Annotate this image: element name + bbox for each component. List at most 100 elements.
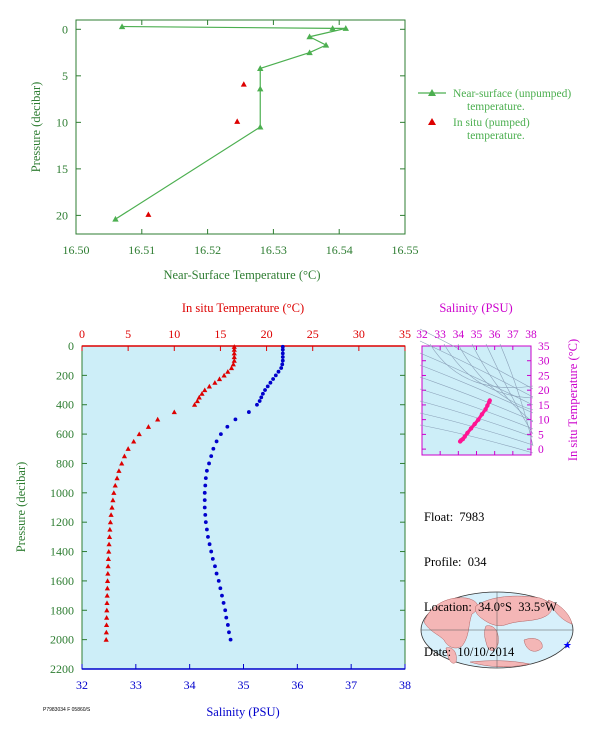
- temperature-point: [121, 453, 128, 459]
- profile-label: Profile:: [424, 555, 462, 569]
- temperature-point: [216, 376, 223, 382]
- temperature-point: [196, 394, 202, 400]
- salinity-point: [246, 410, 251, 414]
- salinity-point: [206, 534, 210, 539]
- near-surface-point: [257, 85, 264, 92]
- temperature-point: [145, 424, 152, 429]
- salinity-point: [280, 344, 285, 349]
- temperature-point: [104, 585, 110, 591]
- pressure-tick-label: 1600: [50, 574, 74, 588]
- ts-salinity-title: Salinity (PSU): [439, 301, 512, 315]
- profile-pressure-axis-label: Pressure (decibar): [14, 462, 28, 553]
- ts-temperature-axis-label: In situ Temperature (°C): [566, 339, 580, 461]
- in-situ-point: [145, 211, 152, 217]
- pressure-tick-label: 2200: [50, 662, 74, 676]
- salinity-point: [204, 468, 209, 473]
- ts-x-tick-label: 36: [489, 329, 501, 341]
- pressure-tick-label: 0: [68, 339, 74, 353]
- near-surface-point: [257, 65, 264, 71]
- salinity-tick-label: 38: [399, 678, 411, 692]
- density-contour: [419, 424, 534, 454]
- salinity-point: [280, 347, 285, 352]
- near-surface-legend: Near-surface (unpumped) temperature. In s…: [418, 88, 571, 142]
- salinity-point: [276, 369, 281, 374]
- pressure-tick-label: 1000: [50, 486, 74, 500]
- salinity-point: [203, 520, 208, 525]
- density-contour: [419, 364, 534, 414]
- salinity-point: [228, 637, 233, 642]
- y-tick-label: 15: [56, 162, 68, 176]
- salinity-point: [265, 384, 270, 389]
- temperature-point: [116, 468, 122, 473]
- salinity-point: [268, 380, 273, 385]
- salinity-point: [218, 586, 223, 591]
- salinity-point: [263, 388, 267, 392]
- salinity-point: [279, 366, 284, 370]
- temperature-point: [104, 592, 110, 598]
- temperature-point: [231, 350, 237, 356]
- temperature-point: [231, 354, 237, 360]
- ts-y-tick-label: 35: [538, 341, 550, 353]
- pressure-tick-label: 200: [56, 368, 74, 382]
- temperature-tick-label: 5: [125, 327, 131, 341]
- temperature-point: [206, 383, 212, 389]
- ts-x-tick-label: 34: [453, 329, 465, 341]
- temperature-point: [103, 637, 109, 642]
- near-surface-plot-frame: [75, 19, 406, 235]
- map-continents: [423, 595, 573, 667]
- location-label: Location:: [424, 600, 472, 614]
- temperature-tick-label: 0: [79, 327, 85, 341]
- legend-label-unpumped: Near-surface (unpumped) temperature.: [453, 88, 571, 113]
- temperature-point: [106, 534, 113, 539]
- salinity-point: [211, 446, 216, 451]
- temperature-point: [199, 391, 205, 396]
- temperature-point: [231, 358, 237, 363]
- salinity-point: [209, 549, 214, 554]
- near-surface-y-ticks: 0 5 10 15 20: [56, 22, 405, 222]
- temperature-tick-label: 15: [214, 327, 226, 341]
- salinity-point: [271, 377, 276, 381]
- temperature-point: [155, 416, 161, 422]
- profile-temperature-axis-label: In situ Temperature (°C): [182, 301, 304, 315]
- ts-y-tick-label: 5: [538, 429, 544, 441]
- y-tick-label: 20: [56, 208, 68, 222]
- temperature-point: [119, 460, 125, 466]
- temperature-point: [110, 497, 116, 503]
- pressure-tick-label: 1400: [50, 545, 74, 559]
- ts-y-tick-label: 20: [538, 385, 550, 397]
- temperature-tick-label: 25: [307, 327, 319, 341]
- salinity-point: [209, 454, 214, 459]
- y-tick-label: 0: [62, 22, 68, 36]
- temperature-point: [230, 361, 236, 367]
- temperature-point: [125, 446, 131, 451]
- salinity-tick-label: 35: [238, 678, 250, 692]
- density-contour: [499, 343, 534, 447]
- profile-salinity-ticks: 32 33 34 35 36 37 38: [76, 664, 411, 692]
- salinity-point: [216, 579, 221, 583]
- salinity-tick-label: 33: [130, 678, 142, 692]
- ts-points: [457, 398, 492, 444]
- salinity-point: [273, 373, 278, 378]
- salinity-point: [259, 395, 264, 400]
- ts-temperature-ticks: 0 5 10 15 20 25 30 35: [422, 341, 550, 456]
- pressure-tick-label: 400: [56, 398, 74, 412]
- float-info: Float: 7983 Profile: 034 Location: 34.0°…: [424, 480, 557, 675]
- temperature-point: [104, 578, 111, 583]
- salinity-point: [202, 490, 207, 495]
- temperature-point: [104, 600, 110, 606]
- salinity-point: [202, 498, 207, 503]
- salinity-tick-label: 32: [76, 678, 88, 692]
- salinity-point: [221, 601, 226, 605]
- date-label: Date:: [424, 645, 452, 659]
- salinity-point: [218, 432, 223, 436]
- temperature-point: [228, 365, 235, 371]
- plot-stamp: P7983034 F 05860/S: [43, 707, 91, 713]
- near-surface-series-line: [115, 25, 346, 220]
- profile-pressure-ticks: 0 200 400 600 800 1000 1200 1400 1600 1800 2000 220…: [50, 339, 405, 676]
- location-value: 34.0°S 33.5°W: [478, 600, 557, 614]
- profile-value: 034: [467, 555, 487, 569]
- ts-diagram-panel: 32 33 34 35 36 37 38 0 5 10 15 20 25 30 35 Salinity (…: [416, 301, 580, 461]
- temperature-point: [103, 629, 109, 635]
- salinity-point: [203, 483, 208, 488]
